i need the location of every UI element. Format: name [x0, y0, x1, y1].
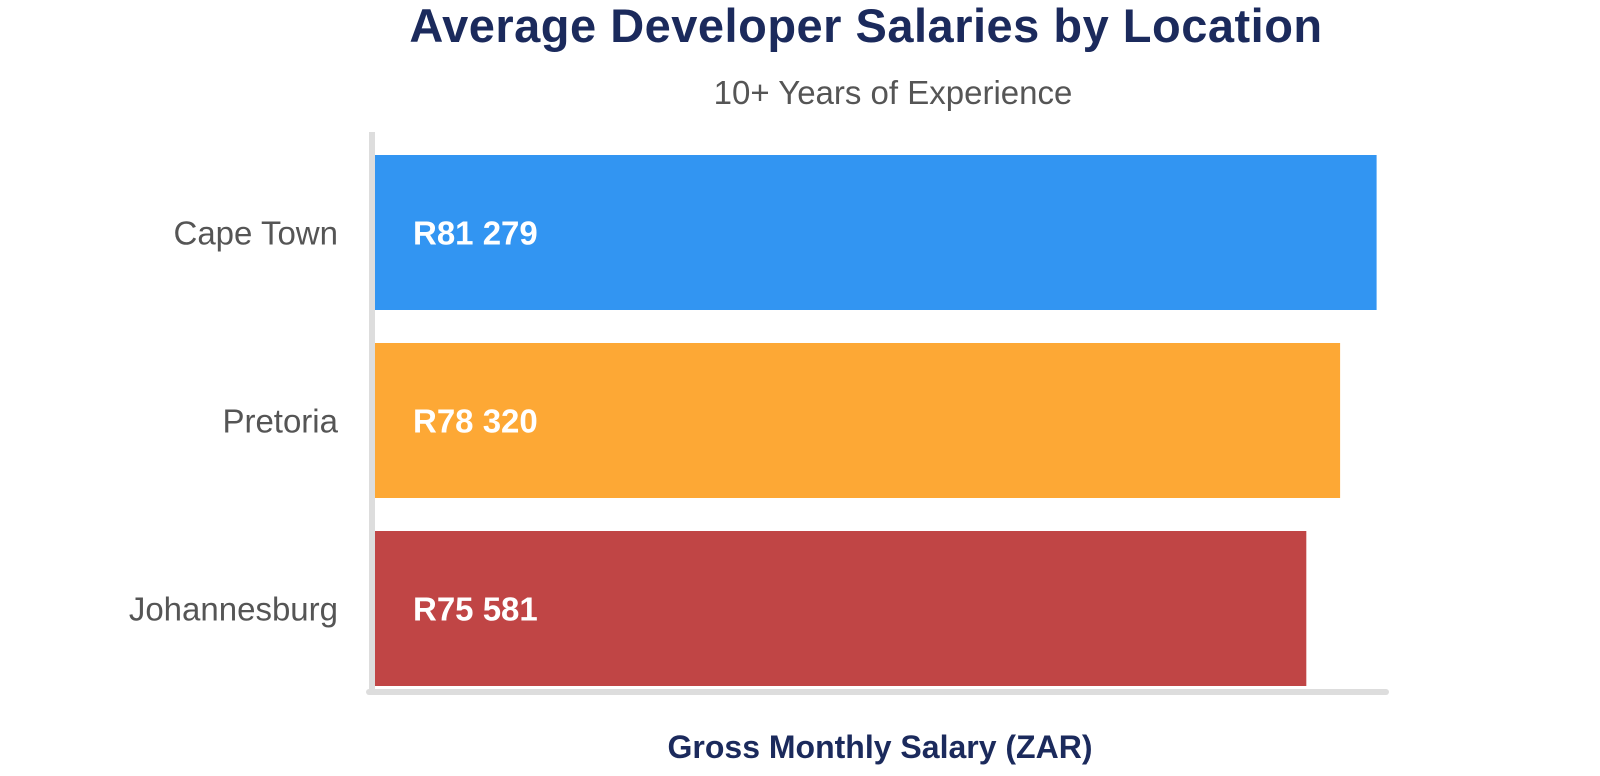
chart-subtitle: 10+ Years of Experience: [714, 74, 1073, 111]
bars-group: R81 279 Cape Town R78 320 Pretoria R75 581 Jo…: [129, 155, 1377, 686]
x-axis-title: Gross Monthly Salary (ZAR): [668, 729, 1093, 765]
bar-value-label-cape-town: R81 279: [413, 215, 538, 252]
category-label-cape-town: Cape Town: [173, 215, 338, 252]
bar-value-label-pretoria: R78 320: [413, 403, 538, 440]
bar-value-label-johannesburg: R75 581: [413, 591, 538, 628]
category-label-pretoria: Pretoria: [222, 403, 338, 440]
chart-title: Average Developer Salaries by Location: [409, 0, 1322, 52]
category-label-johannesburg: Johannesburg: [129, 591, 338, 628]
